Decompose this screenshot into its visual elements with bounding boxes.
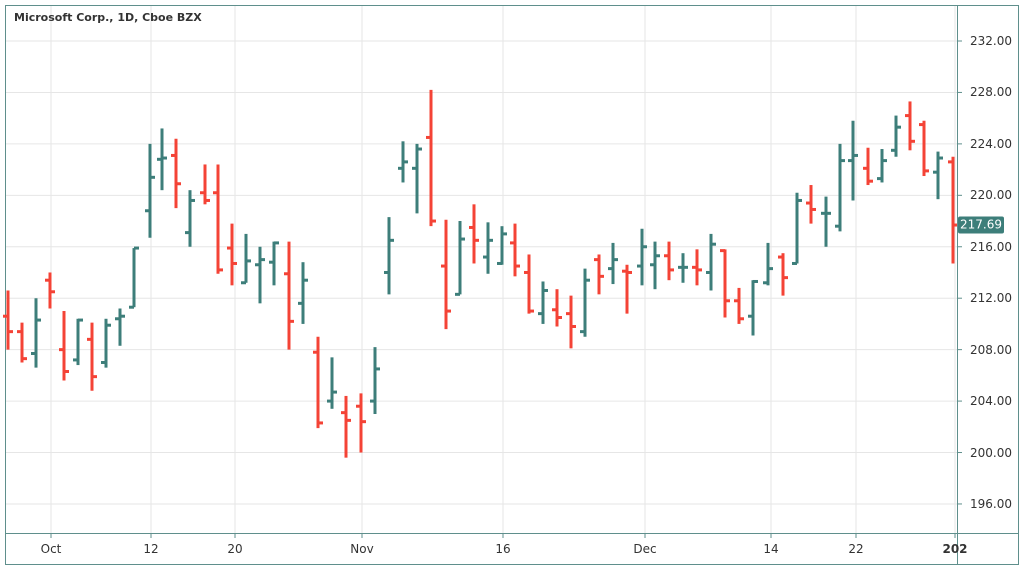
ohlc-bar <box>384 217 394 295</box>
time-tick-label: Nov <box>350 542 374 556</box>
ohlc-bar <box>863 147 873 186</box>
ohlc-bar <box>664 241 674 281</box>
price-tick-label: 204.00 <box>970 394 1012 409</box>
ohlc-bar <box>455 221 465 296</box>
price-tick-label: 224.00 <box>970 136 1012 151</box>
ohlc-bar <box>213 164 223 274</box>
ohlc-bar <box>706 233 716 291</box>
ohlc-bar <box>524 254 534 314</box>
ohlc-bar <box>594 254 604 295</box>
ohlc-bar <box>87 322 97 391</box>
price-tick-label: 216.00 <box>970 239 1012 254</box>
ohlc-bar <box>284 241 294 350</box>
ohlc-bar <box>622 264 632 314</box>
chart-title: Microsoft Corp., 1D, Cboe BZX <box>14 11 202 24</box>
ohlc-bar <box>538 281 548 324</box>
ohlc-bar <box>59 311 69 381</box>
price-tick-label: 228.00 <box>970 85 1012 100</box>
ohlc-bar <box>678 253 688 283</box>
ohlc-bar <box>877 149 887 183</box>
time-tick-label: Oct <box>40 542 62 556</box>
ohlc-bar <box>157 128 167 191</box>
price-tick-label: 208.00 <box>970 342 1012 357</box>
ohlc-bar <box>734 287 744 324</box>
ohlc-bar <box>45 272 55 309</box>
ohlc-bar <box>905 101 915 151</box>
price-tick-label: 196.00 <box>970 496 1012 511</box>
price-tick-label: 232.00 <box>970 34 1012 48</box>
ohlc-bar <box>848 120 858 201</box>
ohlc-bar <box>608 242 618 285</box>
time-tick-label: 202 <box>942 542 968 556</box>
ohlc-bar <box>412 143 422 214</box>
ohlc-bar <box>269 241 279 286</box>
ohlc-bar <box>637 228 647 286</box>
ohlc-bar <box>426 89 436 227</box>
ohlc-bar <box>255 246 265 304</box>
ohlc-bar <box>821 196 831 247</box>
ohlc-bar <box>313 336 323 429</box>
price-axis-border <box>957 6 958 564</box>
time-axis-border <box>6 533 1018 534</box>
ohlc-bar <box>806 185 816 224</box>
time-tick-label: 22 <box>848 542 864 556</box>
price-tick-label: 220.00 <box>970 188 1012 203</box>
ohlc-bar <box>552 289 562 327</box>
ohlc-bar <box>31 298 41 368</box>
ohlc-bar <box>497 226 507 265</box>
ohlc-bar <box>933 151 943 200</box>
ohlc-bar <box>580 268 590 337</box>
time-tick-label: 14 <box>763 542 779 556</box>
ohlc-bar <box>370 347 380 414</box>
ohlc-bar <box>919 120 929 177</box>
ohlc-bar <box>692 249 702 286</box>
ohlc-bar <box>171 138 181 209</box>
chart-frame <box>5 5 1019 565</box>
ohlc-bar <box>650 241 660 290</box>
ohlc-bar <box>241 233 251 285</box>
ohlc-bar <box>398 141 408 183</box>
ohlc-bar <box>835 143 845 232</box>
ohlc-bar <box>129 246 139 309</box>
ohlc-bar <box>441 219 451 330</box>
ohlc-bar <box>483 222 493 274</box>
last-price-badge: 217.69 <box>958 216 1004 234</box>
ohlc-bar <box>115 308 125 346</box>
ohlc-bar <box>763 242 773 286</box>
ohlc-bar <box>510 223 520 277</box>
price-tick-label: 200.00 <box>970 445 1012 460</box>
ohlc-bar <box>778 253 788 296</box>
ohlc-bar <box>185 190 195 247</box>
ohlc-bar <box>200 164 210 205</box>
ohlc-bar <box>720 249 730 318</box>
ohlc-bar <box>145 143 155 238</box>
time-tick-label: 20 <box>227 542 243 556</box>
price-tick-label: 212.00 <box>970 291 1012 306</box>
ohlc-bar <box>356 393 366 453</box>
ohlc-bar <box>341 395 351 458</box>
ohlc-bar <box>566 295 576 349</box>
ohlc-bar <box>17 322 27 363</box>
ohlc-bar <box>891 115 901 157</box>
time-tick-label: Dec <box>633 542 657 556</box>
ohlc-bar <box>298 262 308 324</box>
ohlc-bar <box>327 357 337 409</box>
ohlc-bar <box>101 318 111 368</box>
ohlc-bar <box>227 223 237 286</box>
time-tick-label: 12 <box>143 542 159 556</box>
ohlc-bar <box>469 204 479 264</box>
time-tick-label: 16 <box>495 542 511 556</box>
ohlc-bar <box>3 290 13 350</box>
ohlc-bar <box>748 279 758 336</box>
ohlc-bar <box>792 192 802 265</box>
ohlc-bar <box>73 318 83 366</box>
